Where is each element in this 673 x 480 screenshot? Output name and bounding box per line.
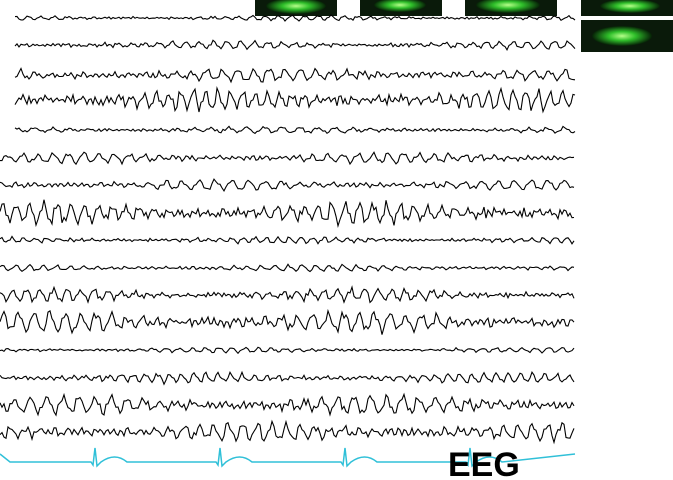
eeg-trace: [15, 126, 575, 133]
eeg-trace: [0, 287, 574, 302]
eeg-trace: [0, 311, 574, 335]
eeg-trace: [0, 372, 574, 384]
eeg-trace: [15, 40, 575, 50]
eeg-trace: [0, 179, 574, 191]
eeg-figure: EEG: [0, 0, 673, 480]
eeg-traces: [0, 15, 575, 442]
eeg-trace: [0, 347, 574, 353]
thumbnails: [255, 0, 673, 52]
eeg-trace: [0, 264, 574, 271]
eeg-trace: [0, 236, 574, 243]
eeg-trace: [0, 421, 574, 442]
eeg-trace: [0, 152, 574, 164]
eeg-trace: [0, 200, 574, 226]
thumbnail-blob: [592, 26, 652, 46]
page: EEG (() => { const data = JSON.parse(doc…: [0, 0, 673, 480]
eeg-trace: [15, 88, 575, 112]
eeg-trace: [15, 69, 575, 83]
eeg-label: EEG: [448, 446, 520, 480]
eeg-trace: [0, 394, 574, 415]
